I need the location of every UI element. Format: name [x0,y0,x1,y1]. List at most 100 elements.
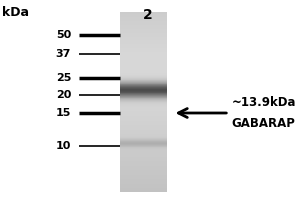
Bar [120,143,167,144]
Bar [120,73,167,74]
Bar [120,86,167,87]
Bar [120,105,167,106]
Bar [120,98,167,99]
Bar [120,178,167,179]
Bar [120,89,167,90]
Bar [120,95,167,96]
Bar [120,47,167,48]
Text: 2: 2 [142,8,152,22]
Bar [120,152,167,153]
Bar [120,184,167,185]
Bar [120,133,167,134]
Bar [120,121,167,122]
Bar [120,142,167,143]
Text: 15: 15 [56,108,71,118]
Bar [120,40,167,41]
Bar [120,114,167,115]
Bar [120,15,167,16]
Bar [120,22,167,23]
Bar [120,67,167,68]
Bar [120,36,167,37]
Bar [120,118,167,119]
Bar [120,41,167,42]
Bar [120,139,167,140]
Bar [120,189,167,190]
Bar [120,17,167,18]
Bar [120,96,167,97]
Bar [120,76,167,77]
Bar [120,18,167,19]
Bar [120,31,167,32]
Bar [120,48,167,49]
Text: 10: 10 [56,141,71,151]
Text: kDa: kDa [2,6,29,19]
Bar [120,46,167,47]
Bar [120,176,167,177]
Bar [120,81,167,82]
Bar [120,171,167,172]
Bar [120,21,167,22]
Bar [120,136,167,137]
Bar [120,87,167,88]
Bar [120,79,167,80]
Bar [120,146,167,147]
Bar [120,75,167,76]
Bar [120,32,167,33]
Bar [120,129,167,130]
Bar [120,109,167,110]
Bar [120,186,167,187]
Bar [120,181,167,182]
Bar [120,91,167,92]
Bar [120,168,167,169]
Bar [120,38,167,39]
Bar [120,130,167,131]
Bar [120,172,167,173]
Bar [120,62,167,63]
Text: GABARAP: GABARAP [232,117,296,130]
Bar [120,12,167,13]
Bar [120,156,167,157]
Bar [120,173,167,174]
Bar [120,112,167,113]
Bar [120,187,167,188]
Bar [120,63,167,64]
Bar [120,159,167,160]
Bar [120,16,167,17]
Bar [120,113,167,114]
Bar [120,175,167,176]
Bar [120,27,167,28]
Bar [120,182,167,183]
Bar [120,102,167,103]
Bar [120,151,167,152]
Bar [120,190,167,191]
Bar [120,134,167,135]
Bar [120,74,167,75]
Bar [120,126,167,127]
Text: 37: 37 [56,49,71,59]
Bar [120,13,167,14]
Bar [120,169,167,170]
Bar [120,57,167,58]
Bar [120,83,167,84]
Bar [120,88,167,89]
Bar [120,70,167,71]
Bar [120,43,167,44]
Bar [120,37,167,38]
Bar [120,163,167,164]
Bar [120,20,167,21]
Bar [120,154,167,155]
Bar [120,123,167,124]
Bar [120,54,167,55]
Bar [120,56,167,57]
Bar [120,167,167,168]
Text: 50: 50 [56,30,71,40]
Text: 25: 25 [56,73,71,83]
Bar [120,128,167,129]
Bar [120,85,167,86]
Bar [120,34,167,35]
Bar [120,117,167,118]
Bar [120,66,167,67]
Bar [120,174,167,175]
Bar [120,110,167,111]
Bar [120,84,167,85]
